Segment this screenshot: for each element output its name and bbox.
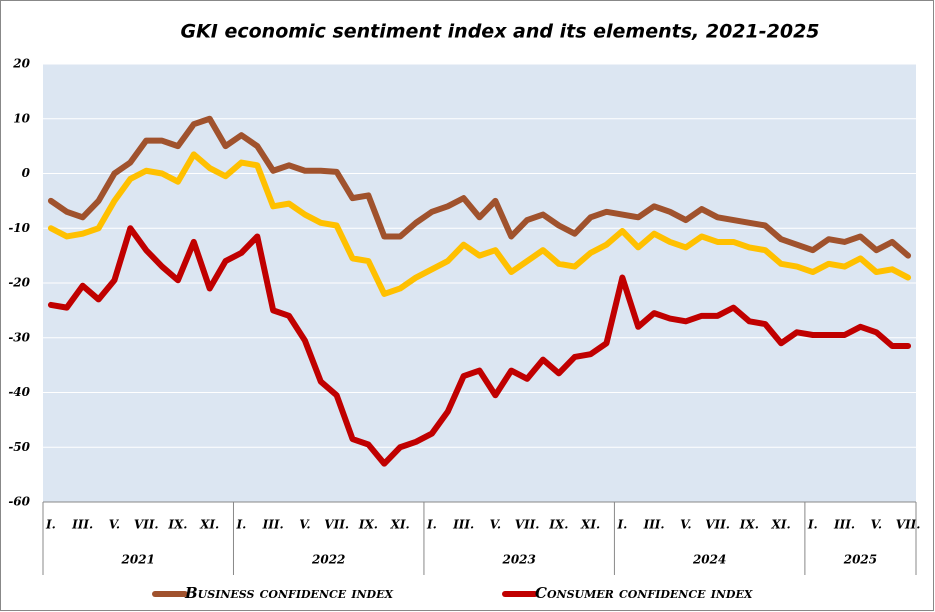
x-tick-label: XI.: [390, 518, 410, 532]
y-tick-label: -30: [8, 330, 30, 344]
year-label: 2025: [843, 553, 877, 567]
chart-title: GKI economic sentiment index and its ele…: [180, 21, 819, 43]
x-tick-label: III.: [833, 518, 855, 532]
series-line: [47, 115, 912, 259]
y-tick-label: 20: [12, 57, 30, 71]
x-tick-label: III.: [452, 518, 474, 532]
y-tick-label: -50: [8, 440, 30, 454]
x-tick-label: V.: [490, 518, 501, 532]
x-tick-label: III.: [262, 518, 284, 532]
x-tick-label: IX.: [358, 518, 378, 532]
legend-label: Consumer confidence index: [535, 584, 753, 602]
x-tick-label: XI.: [580, 518, 600, 532]
x-tick-label: III.: [71, 518, 93, 532]
y-tick-label: -10: [8, 221, 30, 235]
year-label: 2024: [692, 553, 726, 567]
x-tick-label: IX.: [739, 518, 759, 532]
x-tick-label: VII.: [324, 518, 349, 532]
x-tick-label: I.: [807, 518, 818, 532]
x-tick-label: IX.: [548, 518, 568, 532]
x-tick-label: XI.: [199, 518, 219, 532]
x-tick-label: XI.: [771, 518, 791, 532]
x-tick-label: III.: [643, 518, 665, 532]
x-tick-label: VII.: [896, 518, 921, 532]
x-tick-label: IX.: [167, 518, 187, 532]
y-tick-label: 10: [13, 111, 30, 125]
x-tick-label: V.: [109, 518, 120, 532]
x-tick-label: VII.: [705, 518, 730, 532]
year-label: 2021: [121, 553, 155, 567]
x-tick-label: VII.: [515, 518, 540, 532]
x-tick-label: VII.: [134, 518, 159, 532]
x-tick-label: I.: [45, 518, 56, 532]
x-tick-label: I.: [426, 518, 437, 532]
year-label: 2023: [501, 553, 535, 567]
x-tick-label: I.: [236, 518, 247, 532]
x-tick-label: V.: [680, 518, 691, 532]
x-tick-label: I.: [616, 518, 627, 532]
y-tick-label: -40: [8, 385, 30, 399]
y-tick-label: -60: [8, 495, 30, 509]
series-line: [47, 225, 912, 467]
y-tick-label: 0: [22, 166, 31, 180]
legend-label: Business confidence index: [184, 584, 393, 602]
x-tick-label: V.: [871, 518, 882, 532]
x-tick-label: V.: [299, 518, 310, 532]
y-tick-label: -20: [8, 276, 30, 290]
year-label: 2022: [311, 553, 345, 567]
series-line: [47, 151, 912, 297]
